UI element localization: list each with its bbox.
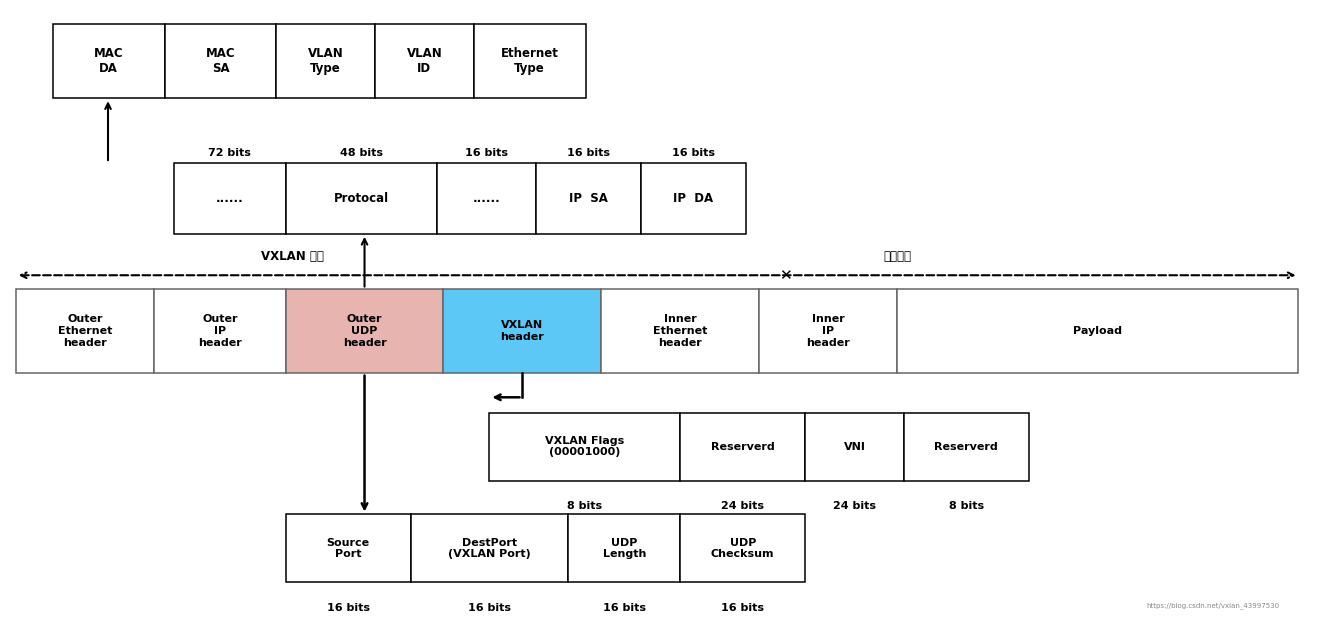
FancyBboxPatch shape — [53, 24, 165, 98]
FancyBboxPatch shape — [904, 413, 1029, 481]
FancyBboxPatch shape — [680, 514, 806, 582]
FancyBboxPatch shape — [806, 413, 904, 481]
Text: UDP
Length: UDP Length — [602, 537, 646, 559]
Text: ......: ...... — [473, 192, 501, 205]
Text: VLAN
ID: VLAN ID — [407, 47, 443, 75]
Text: MAC
SA: MAC SA — [206, 47, 235, 75]
Text: IP  SA: IP SA — [569, 192, 608, 205]
Text: 24 bits: 24 bits — [721, 501, 765, 511]
FancyBboxPatch shape — [285, 514, 411, 582]
Text: 24 bits: 24 bits — [834, 501, 876, 511]
Text: IP  DA: IP DA — [674, 192, 713, 205]
FancyBboxPatch shape — [276, 24, 375, 98]
FancyBboxPatch shape — [641, 163, 746, 234]
FancyBboxPatch shape — [490, 413, 680, 481]
FancyBboxPatch shape — [16, 289, 155, 373]
Text: 48 bits: 48 bits — [339, 147, 383, 157]
FancyBboxPatch shape — [285, 163, 437, 234]
FancyBboxPatch shape — [680, 413, 806, 481]
Text: 16 bits: 16 bits — [326, 603, 370, 613]
Text: 16 bits: 16 bits — [721, 603, 765, 613]
Text: 16 bits: 16 bits — [468, 603, 511, 613]
Text: ✕: ✕ — [779, 267, 791, 283]
Text: 8 bits: 8 bits — [948, 501, 984, 511]
FancyBboxPatch shape — [444, 289, 601, 373]
Text: Reserverd: Reserverd — [934, 442, 999, 452]
FancyBboxPatch shape — [760, 289, 897, 373]
Text: 16 bits: 16 bits — [567, 147, 610, 157]
Text: DestPort
(VXLAN Port): DestPort (VXLAN Port) — [448, 537, 531, 559]
FancyBboxPatch shape — [375, 24, 474, 98]
FancyBboxPatch shape — [165, 24, 276, 98]
Text: MAC
DA: MAC DA — [94, 47, 123, 75]
Text: Source
Port: Source Port — [326, 537, 370, 559]
Text: 72 bits: 72 bits — [209, 147, 251, 157]
FancyBboxPatch shape — [601, 289, 760, 373]
Text: UDP
Checksum: UDP Checksum — [711, 537, 774, 559]
Text: VXLAN Flags
(00001000): VXLAN Flags (00001000) — [546, 436, 625, 457]
Text: Inner
Ethernet
header: Inner Ethernet header — [653, 315, 708, 348]
Text: 8 bits: 8 bits — [567, 501, 602, 511]
FancyBboxPatch shape — [155, 289, 285, 373]
Text: 原始报文: 原始报文 — [884, 250, 911, 263]
FancyBboxPatch shape — [474, 24, 585, 98]
FancyBboxPatch shape — [897, 289, 1299, 373]
Text: Protocal: Protocal — [334, 192, 388, 205]
Text: Reserverd: Reserverd — [711, 442, 774, 452]
FancyBboxPatch shape — [285, 289, 444, 373]
Text: ......: ...... — [215, 192, 243, 205]
Text: Inner
IP
header: Inner IP header — [806, 315, 851, 348]
Text: Payload: Payload — [1074, 326, 1123, 336]
Text: Outer
UDP
header: Outer UDP header — [342, 315, 387, 348]
Text: 16 bits: 16 bits — [465, 147, 507, 157]
FancyBboxPatch shape — [174, 163, 285, 234]
Text: Ethernet
Type: Ethernet Type — [501, 47, 559, 75]
Text: VXLAN 封装: VXLAN 封装 — [260, 250, 324, 263]
Text: https://blog.csdn.net/vxlan_43997530: https://blog.csdn.net/vxlan_43997530 — [1147, 602, 1280, 609]
Text: VNI: VNI — [844, 442, 865, 452]
FancyBboxPatch shape — [437, 163, 535, 234]
FancyBboxPatch shape — [411, 514, 568, 582]
Text: VLAN
Type: VLAN Type — [308, 47, 343, 75]
Text: 16 bits: 16 bits — [672, 147, 715, 157]
FancyBboxPatch shape — [568, 514, 680, 582]
FancyBboxPatch shape — [535, 163, 641, 234]
Text: Outer
Ethernet
header: Outer Ethernet header — [58, 315, 112, 348]
Text: Outer
IP
header: Outer IP header — [198, 315, 242, 348]
Text: VXLAN
header: VXLAN header — [501, 320, 544, 342]
Text: 16 bits: 16 bits — [602, 603, 646, 613]
